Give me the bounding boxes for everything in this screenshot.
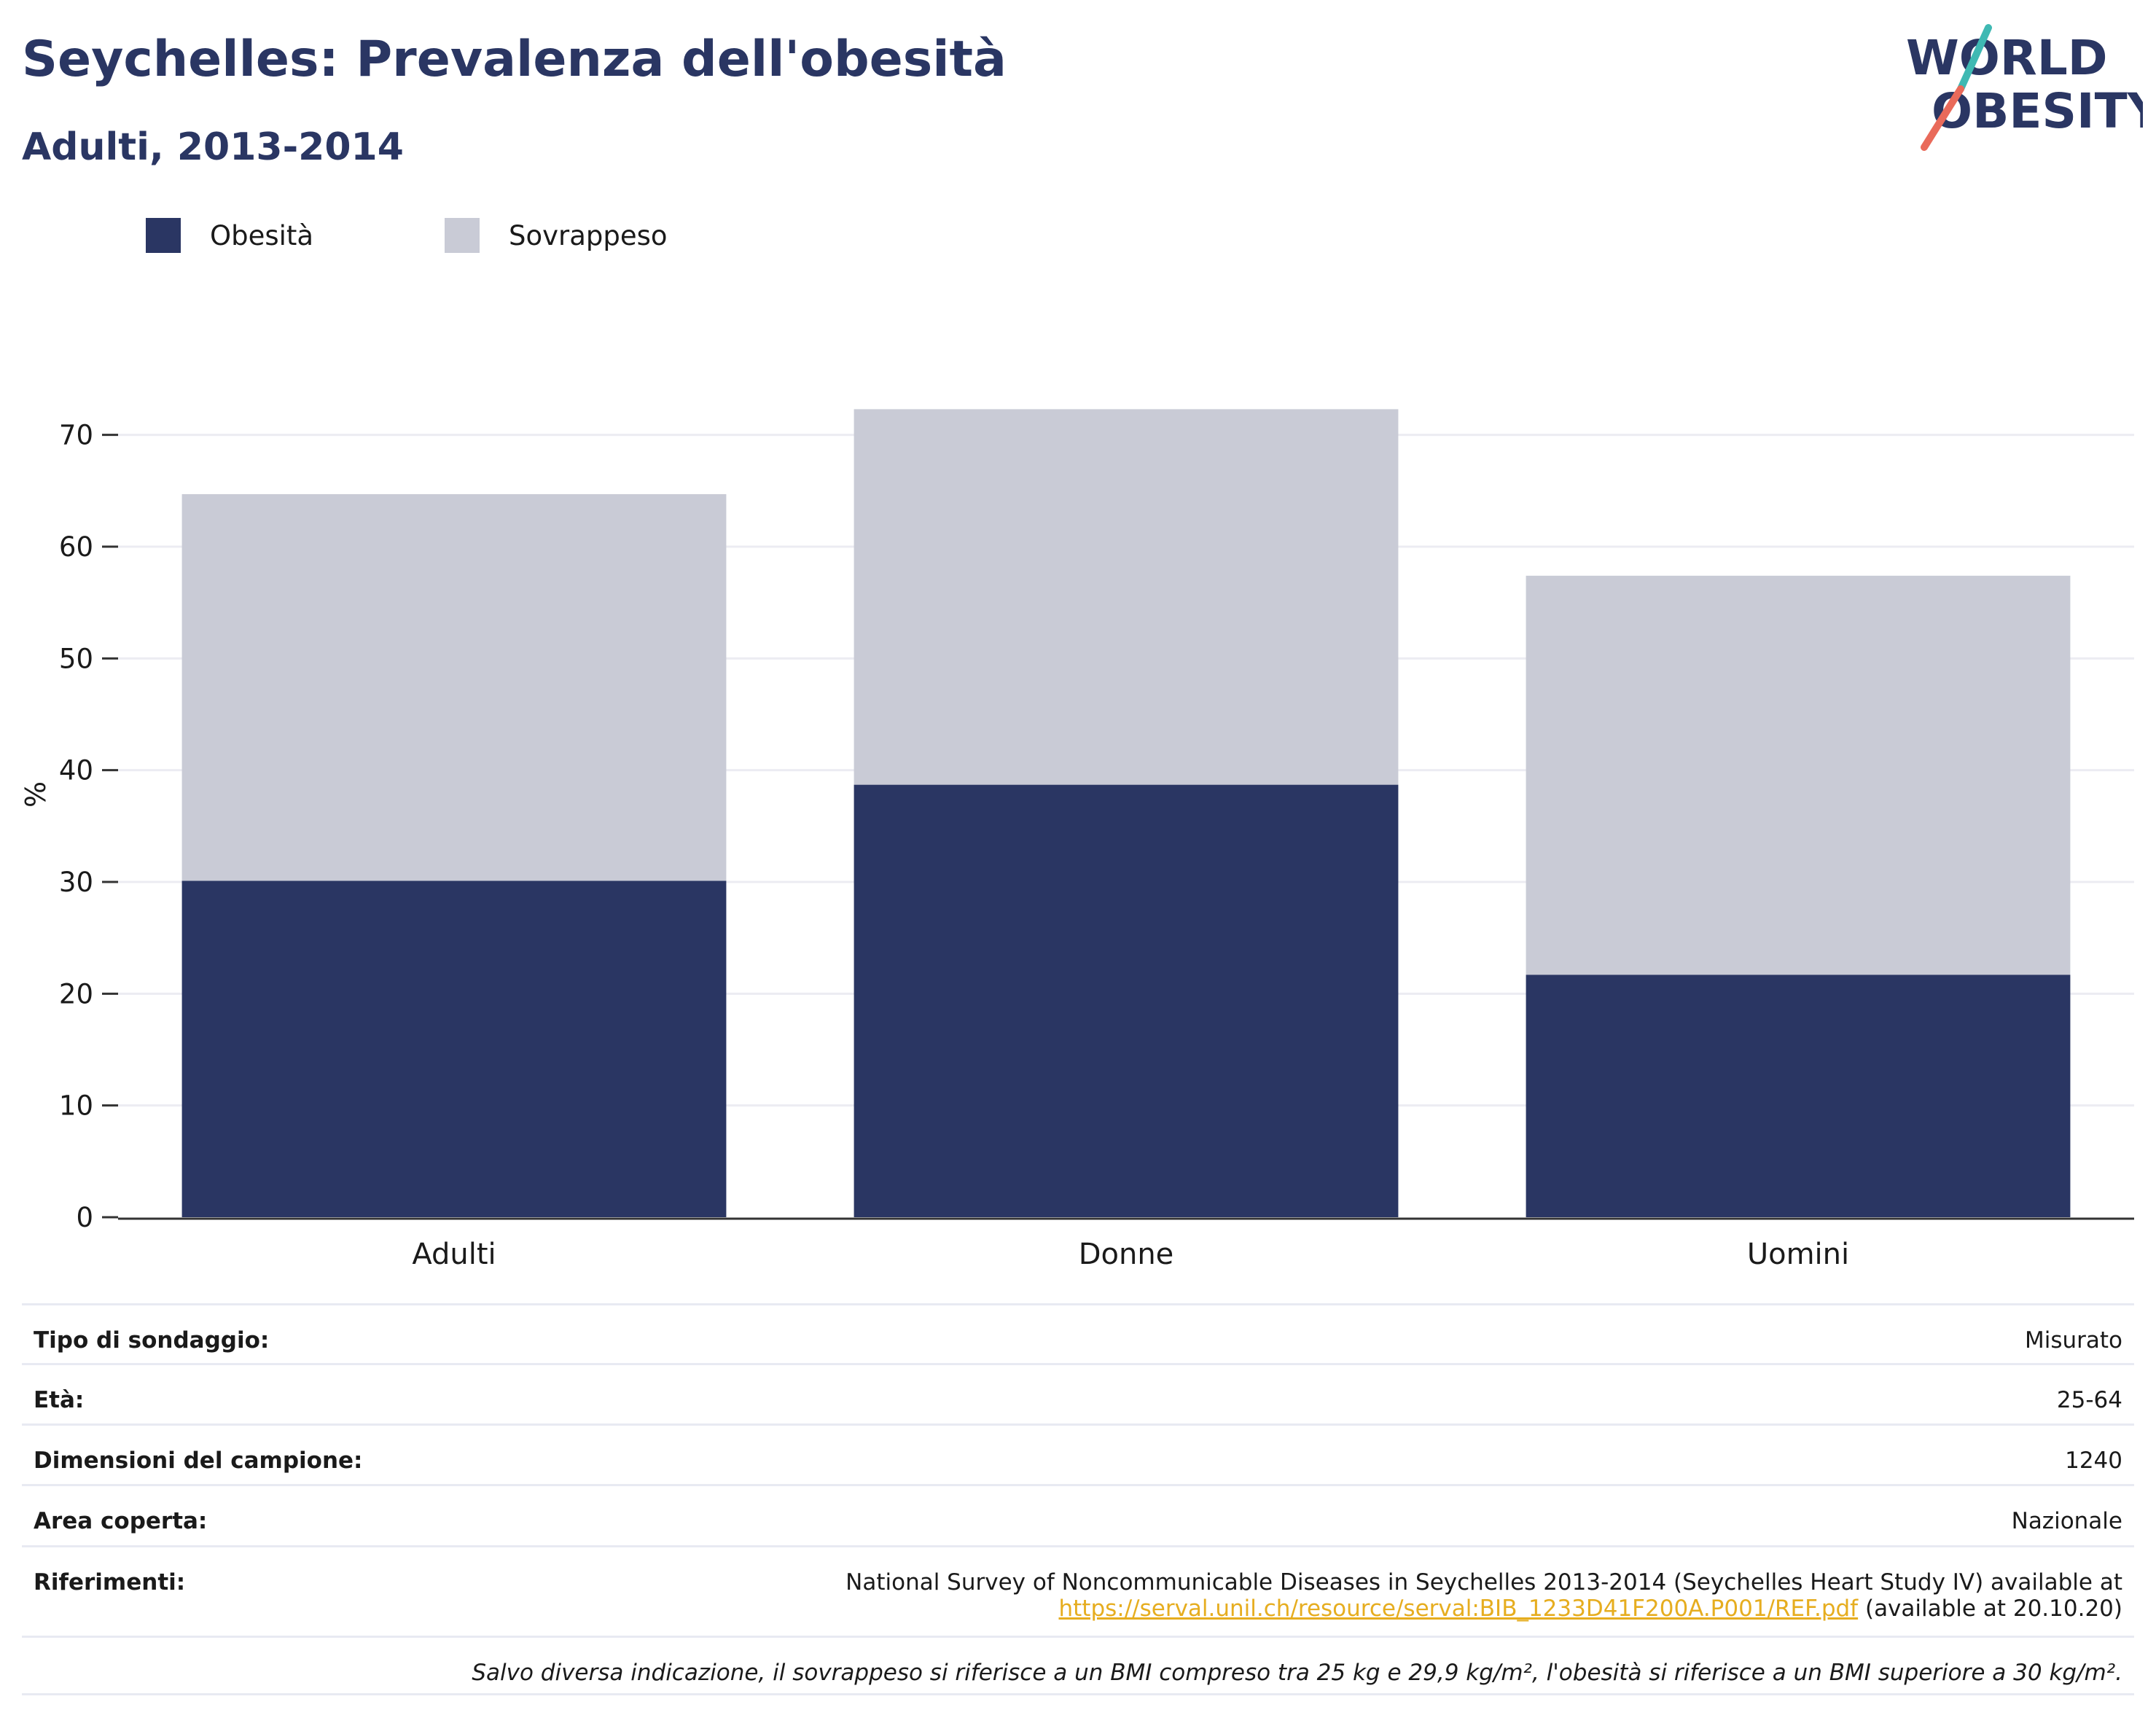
y-axis-label: % <box>20 781 52 808</box>
y-tick-label: 30 <box>59 867 93 898</box>
legend-item-overweight: Sovrappeso <box>445 217 668 254</box>
legend-swatch-overweight <box>445 218 480 253</box>
info-row-references: Riferimenti: National Survey of Noncommu… <box>22 1545 2134 1636</box>
info-value-references: National Survey of Noncommunicable Disea… <box>845 1569 2122 1622</box>
x-tick-label: Donne <box>1079 1238 1174 1271</box>
info-label-age: Età: <box>34 1387 85 1413</box>
info-value-area: Nazionale <box>2011 1508 2122 1534</box>
y-tick-label: 0 <box>76 1202 93 1233</box>
info-label-references: Riferimenti: <box>34 1569 186 1596</box>
bar-overweight-adulti <box>181 493 727 881</box>
logo-slash-coral <box>1921 85 1964 151</box>
bmi-note: Salvo diversa indicazione, il sovrappeso… <box>22 1636 2134 1695</box>
bar-obesity-donne <box>854 784 1399 1217</box>
logo-line-1: WORLD <box>1906 30 2108 86</box>
chart-subtitle: Adulti, 2013-2014 <box>22 125 404 169</box>
y-tick-label: 20 <box>59 978 93 1009</box>
stacked-bar-chart: 0 10 20 30 40 50 60 70 Adulti Donne Uomini % <box>20 409 2134 1271</box>
axes: 0 10 20 30 40 50 60 70 Adulti Donne Uomini <box>59 420 2134 1271</box>
logo-slash-teal <box>1957 24 1992 93</box>
info-row-age: Età: 25-64 <box>22 1363 2134 1423</box>
reference-link[interactable]: https://serval.unil.ch/resource/serval:B… <box>1058 1596 1859 1622</box>
reference-text: National Survey of Noncommunicable Disea… <box>845 1569 2122 1596</box>
info-row-sample-size: Dimensioni del campione: 1240 <box>22 1423 2134 1484</box>
bar-obesity-uomini <box>1526 975 2071 1217</box>
reference-suffix: (available at 20.10.20) <box>1864 1596 2122 1622</box>
info-label-area: Area coperta: <box>34 1508 208 1534</box>
x-tick-label: Uomini <box>1747 1238 1849 1271</box>
bar-obesity-adulti <box>181 880 727 1217</box>
world-obesity-logo: WORLD OBESITY <box>1906 24 2143 151</box>
info-label-survey-type: Tipo di sondaggio: <box>34 1327 270 1354</box>
info-row-survey-type: Tipo di sondaggio: Misurato <box>22 1303 2134 1363</box>
x-tick-label: Adulti <box>412 1238 496 1271</box>
legend-label-overweight: Sovrappeso <box>509 219 668 251</box>
legend-swatch-obesity <box>146 218 181 253</box>
info-row-area: Area coperta: Nazionale <box>22 1484 2134 1545</box>
info-label-sample-size: Dimensioni del campione: <box>34 1448 363 1474</box>
legend-label-obesity: Obesità <box>210 219 314 251</box>
bar-overweight-donne <box>854 409 1399 785</box>
bar-overweight-uomini <box>1526 575 2071 975</box>
survey-info-table: Tipo di sondaggio: Misurato Età: 25-64 D… <box>22 1303 2134 1695</box>
info-value-survey-type: Misurato <box>2024 1327 2122 1354</box>
y-tick-label: 60 <box>59 531 93 563</box>
y-tick-label: 40 <box>59 755 93 786</box>
y-tick-label: 70 <box>59 420 93 451</box>
legend-item-obesity: Obesità <box>146 217 313 254</box>
chart-title: Seychelles: Prevalenza dell'obesità <box>22 31 1007 88</box>
bars <box>181 409 2071 1217</box>
y-tick-label: 10 <box>59 1090 93 1122</box>
logo-line-2: OBESITY <box>1932 83 2143 139</box>
info-value-sample-size: 1240 <box>2065 1448 2122 1474</box>
info-value-age: 25-64 <box>2056 1387 2122 1413</box>
y-tick-label: 50 <box>59 643 93 674</box>
